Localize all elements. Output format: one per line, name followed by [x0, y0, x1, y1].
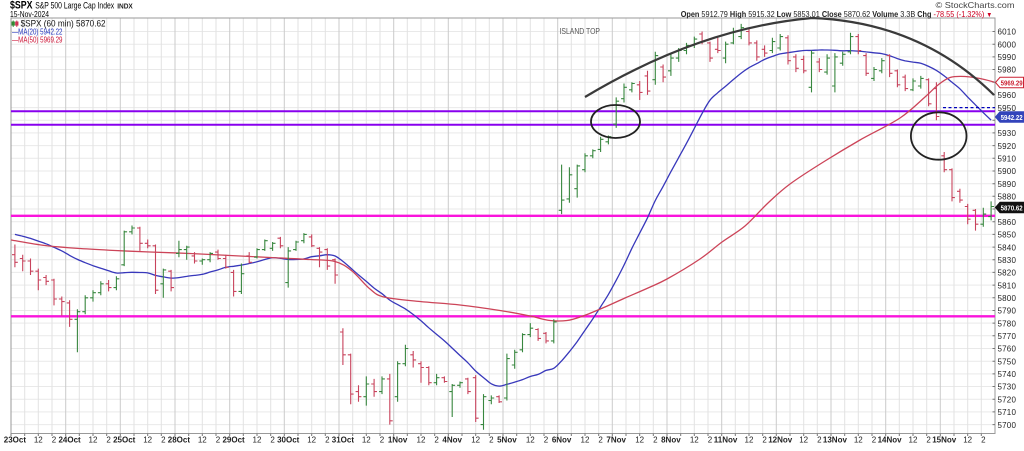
svg-text:12: 12: [909, 436, 918, 445]
svg-text:6010: 6010: [998, 28, 1017, 37]
svg-text:25Oct: 25Oct: [113, 436, 136, 445]
svg-text:2: 2: [161, 436, 166, 445]
svg-text:29Oct: 29Oct: [222, 436, 245, 445]
svg-text:5860: 5860: [998, 218, 1017, 227]
svg-text:30Oct: 30Oct: [277, 436, 300, 445]
svg-text:15-Nov-2024: 15-Nov-2024: [10, 9, 49, 19]
svg-text:5870.62: 5870.62: [1001, 203, 1023, 212]
svg-text:2: 2: [926, 436, 931, 445]
svg-text:2: 2: [598, 436, 603, 445]
svg-text:5800: 5800: [998, 294, 1017, 303]
svg-text:31Oct: 31Oct: [332, 436, 355, 445]
svg-text:2: 2: [106, 436, 111, 445]
svg-text:12: 12: [799, 436, 808, 445]
svg-text:5730: 5730: [998, 383, 1017, 392]
svg-text:5990: 5990: [998, 53, 1017, 62]
svg-text:© StockCharts.com: © StockCharts.com: [936, 0, 1015, 10]
svg-text:7Nov: 7Nov: [606, 436, 626, 445]
svg-text:2: 2: [817, 436, 822, 445]
svg-text:5960: 5960: [998, 91, 1017, 100]
svg-text:12: 12: [253, 436, 262, 445]
svg-text:5740: 5740: [998, 370, 1017, 379]
svg-text:12: 12: [34, 436, 43, 445]
svg-text:5850: 5850: [998, 231, 1017, 240]
svg-text:2: 2: [52, 436, 57, 445]
svg-text:—MA(20) 5942.22: —MA(20) 5942.22: [12, 26, 63, 36]
svg-text:5830: 5830: [998, 256, 1017, 265]
svg-text:5820: 5820: [998, 269, 1017, 278]
svg-text:13Nov: 13Nov: [823, 436, 848, 445]
svg-text:5710: 5710: [998, 408, 1017, 417]
svg-text:2: 2: [708, 436, 713, 445]
svg-text:6Nov: 6Nov: [552, 436, 572, 445]
svg-text:28Oct: 28Oct: [168, 436, 191, 445]
svg-text:Open 5912.79 High 5915.32 Low: Open 5912.79 High 5915.32 Low 5853.01 Cl…: [681, 9, 993, 19]
svg-text:12: 12: [417, 436, 426, 445]
svg-text:12: 12: [143, 436, 152, 445]
svg-text:5880: 5880: [998, 193, 1017, 202]
svg-text:2: 2: [762, 436, 767, 445]
svg-text:2: 2: [325, 436, 330, 445]
svg-text:24Oct: 24Oct: [58, 436, 81, 445]
svg-text:12Nov: 12Nov: [768, 436, 793, 445]
svg-text:12: 12: [690, 436, 699, 445]
svg-text:12: 12: [362, 436, 371, 445]
svg-text:ISLAND TOP: ISLAND TOP: [560, 26, 601, 36]
svg-text:5770: 5770: [998, 332, 1017, 341]
svg-text:8Nov: 8Nov: [661, 436, 681, 445]
svg-text:$SPX (60 min) 5870.62: $SPX (60 min) 5870.62: [21, 18, 106, 28]
svg-text:12: 12: [745, 436, 754, 445]
svg-text:12: 12: [963, 436, 972, 445]
svg-text:2: 2: [380, 436, 385, 445]
svg-text:11Nov: 11Nov: [714, 436, 738, 445]
svg-text:12: 12: [471, 436, 480, 445]
svg-text:2: 2: [216, 436, 221, 445]
svg-text:5720: 5720: [998, 395, 1017, 404]
svg-text:2: 2: [489, 436, 494, 445]
svg-text:12: 12: [198, 436, 207, 445]
svg-text:—MA(50) 5969.29: —MA(50) 5969.29: [12, 34, 63, 44]
svg-text:5920: 5920: [998, 142, 1017, 151]
svg-text:6000: 6000: [998, 40, 1017, 49]
svg-text:S&P 500 Large Cap Index: S&P 500 Large Cap Index: [35, 1, 114, 12]
svg-text:5Nov: 5Nov: [497, 436, 517, 445]
svg-text:$SPX: $SPX: [10, 0, 33, 12]
svg-text:12: 12: [635, 436, 644, 445]
svg-text:1Nov: 1Nov: [388, 436, 408, 445]
svg-text:5900: 5900: [998, 167, 1017, 176]
svg-text:5760: 5760: [998, 345, 1017, 354]
svg-text:5969.29: 5969.29: [1001, 78, 1023, 87]
svg-text:2: 2: [544, 436, 549, 445]
svg-text:2: 2: [270, 436, 275, 445]
svg-text:2: 2: [653, 436, 658, 445]
svg-text:5840: 5840: [998, 243, 1017, 252]
svg-text:5930: 5930: [998, 129, 1017, 138]
svg-text:12: 12: [854, 436, 863, 445]
svg-text:5942.22: 5942.22: [1001, 113, 1023, 122]
svg-text:5700: 5700: [998, 421, 1017, 430]
svg-text:12: 12: [89, 436, 98, 445]
svg-text:12: 12: [526, 436, 535, 445]
svg-text:12: 12: [307, 436, 316, 445]
svg-text:15Nov: 15Nov: [932, 436, 957, 445]
svg-text:5750: 5750: [998, 357, 1017, 366]
svg-text:2: 2: [434, 436, 439, 445]
svg-text:23Oct: 23Oct: [4, 436, 27, 445]
svg-text:5980: 5980: [998, 66, 1017, 75]
svg-text:5950: 5950: [998, 104, 1017, 113]
svg-text:4Nov: 4Nov: [442, 436, 462, 445]
svg-text:5810: 5810: [998, 281, 1017, 290]
svg-text:14Nov: 14Nov: [878, 436, 903, 445]
svg-text:2: 2: [981, 436, 986, 445]
svg-text:5890: 5890: [998, 180, 1017, 189]
svg-text:5780: 5780: [998, 319, 1017, 328]
svg-text:2: 2: [872, 436, 877, 445]
svg-text:INDX: INDX: [117, 2, 133, 11]
svg-text:5910: 5910: [998, 155, 1017, 164]
svg-text:5790: 5790: [998, 307, 1017, 316]
svg-text:12: 12: [581, 436, 590, 445]
